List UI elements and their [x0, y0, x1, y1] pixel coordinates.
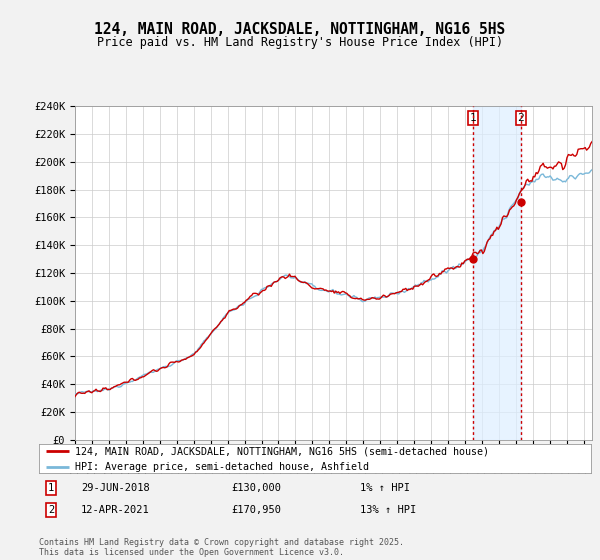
Text: 124, MAIN ROAD, JACKSDALE, NOTTINGHAM, NG16 5HS (semi-detached house): 124, MAIN ROAD, JACKSDALE, NOTTINGHAM, N…	[75, 446, 489, 456]
Text: 1: 1	[470, 113, 477, 123]
Text: £130,000: £130,000	[231, 483, 281, 493]
Text: Contains HM Land Registry data © Crown copyright and database right 2025.
This d: Contains HM Land Registry data © Crown c…	[39, 538, 404, 557]
Text: 124, MAIN ROAD, JACKSDALE, NOTTINGHAM, NG16 5HS: 124, MAIN ROAD, JACKSDALE, NOTTINGHAM, N…	[94, 22, 506, 38]
Text: 1% ↑ HPI: 1% ↑ HPI	[360, 483, 410, 493]
Text: 13% ↑ HPI: 13% ↑ HPI	[360, 505, 416, 515]
Text: 1: 1	[48, 483, 54, 493]
Bar	[473, 106, 521, 440]
Text: HPI: Average price, semi-detached house, Ashfield: HPI: Average price, semi-detached house,…	[75, 462, 369, 472]
Text: 2: 2	[48, 505, 54, 515]
Text: 2: 2	[517, 113, 524, 123]
Text: 12-APR-2021: 12-APR-2021	[81, 505, 150, 515]
Text: Price paid vs. HM Land Registry's House Price Index (HPI): Price paid vs. HM Land Registry's House …	[97, 36, 503, 49]
Text: 29-JUN-2018: 29-JUN-2018	[81, 483, 150, 493]
Text: £170,950: £170,950	[231, 505, 281, 515]
